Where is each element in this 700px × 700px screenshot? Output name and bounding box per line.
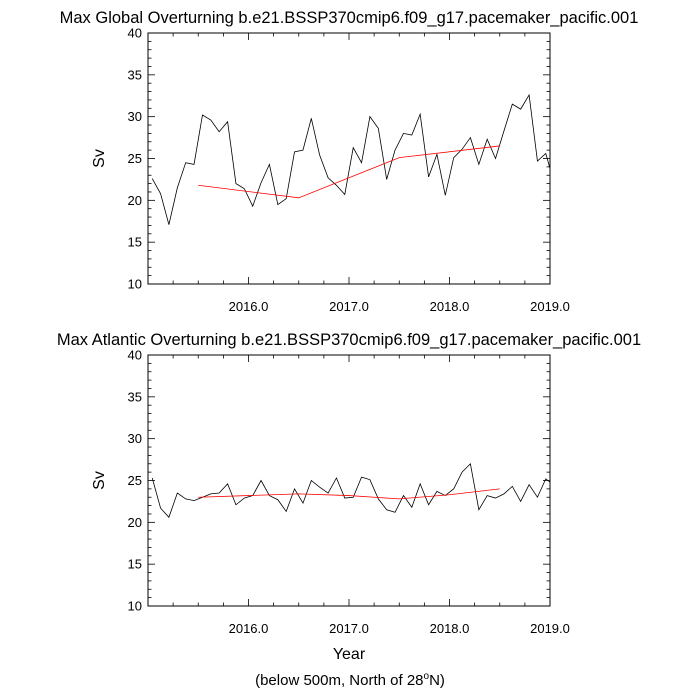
y-tick-label: 40: [128, 348, 142, 363]
smoothed-trend-line: [198, 488, 500, 500]
x-tick-label: 2017.0: [329, 621, 369, 636]
x-tick-label: 2016.0: [229, 621, 269, 636]
y-axis-label: Sv: [91, 471, 108, 490]
figure-caption: (below 500m, North of 28oN): [255, 671, 445, 689]
y-tick-label: 35: [128, 67, 142, 82]
x-tick-label: 2017.0: [329, 299, 369, 314]
y-tick-label: 40: [128, 26, 142, 41]
x-tick-label: 2019.0: [530, 621, 570, 636]
caption-prefix: (below 500m, North of 28: [255, 672, 423, 689]
y-tick-label: 20: [128, 515, 142, 530]
plot-frame: [147, 354, 551, 607]
caption-suffix: N): [429, 672, 445, 689]
smoothed-trend-line: [198, 145, 500, 199]
y-tick-label: 35: [128, 389, 142, 404]
x-axis-title: Year: [333, 646, 366, 663]
y-tick-label: 15: [128, 235, 142, 250]
y-axis-label: Sv: [91, 149, 108, 168]
chart-title: Max Global Overturning b.e21.BSSP370cmip…: [60, 9, 639, 27]
y-tick-label: 25: [128, 151, 142, 166]
caption-degree-symbol: o: [424, 671, 430, 682]
monthly-series-line: [151, 462, 550, 519]
y-tick-label: 10: [128, 277, 142, 292]
plot-frame: [147, 32, 551, 285]
y-tick-label: 30: [128, 431, 142, 446]
y-tick-label: 15: [128, 557, 142, 572]
x-tick-label: 2018.0: [430, 299, 470, 314]
y-tick-label: 30: [128, 109, 142, 124]
y-tick-label: 10: [128, 599, 142, 614]
x-tick-label: 2016.0: [229, 299, 269, 314]
y-tick-label: 25: [128, 473, 142, 488]
atlantic-overturning-panel: Max Atlantic Overturning b.e21.BSSP370cm…: [57, 331, 641, 636]
x-tick-label: 2019.0: [530, 299, 570, 314]
x-tick-label: 2018.0: [430, 621, 470, 636]
y-tick-label: 20: [128, 193, 142, 208]
monthly-series-line: [151, 93, 550, 225]
global-overturning-panel: Max Global Overturning b.e21.BSSP370cmip…: [60, 9, 639, 314]
chart-title: Max Atlantic Overturning b.e21.BSSP370cm…: [57, 331, 641, 349]
